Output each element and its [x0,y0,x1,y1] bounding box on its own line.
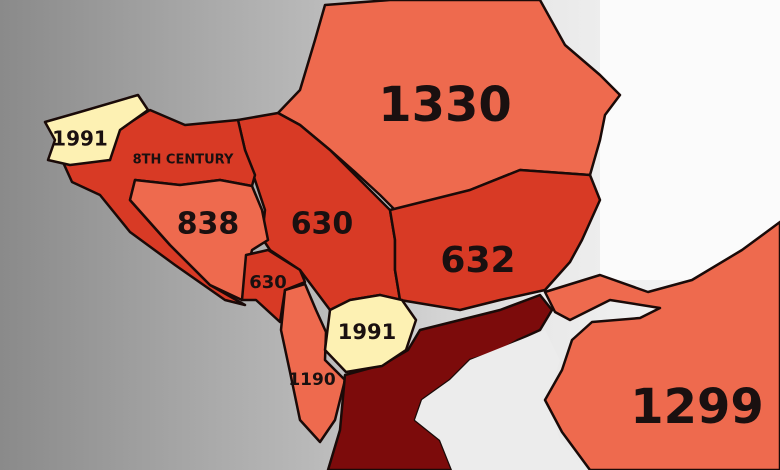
label-north-macedonia: 1991 [338,320,396,344]
label-bulgaria: 632 [440,240,515,281]
region-albania [279,282,347,444]
label-albania: 1190 [288,370,335,390]
label-serbia: 630 [291,207,354,242]
black-sea [600,0,780,280]
label-slovenia: 1991 [52,127,108,151]
label-croatia: 8TH CENTURY [133,153,234,168]
region-turkey [543,220,780,470]
region-slovenia [43,93,150,167]
region-bulgaria [388,168,602,312]
label-bosnia: 838 [177,207,240,242]
aegean-sea [415,330,585,470]
label-turkey: 1299 [630,379,764,435]
label-montenegro: 630 [249,272,287,293]
region-bosnia [128,178,270,302]
region-north-macedonia [323,293,418,374]
label-romania: 1330 [378,77,512,133]
